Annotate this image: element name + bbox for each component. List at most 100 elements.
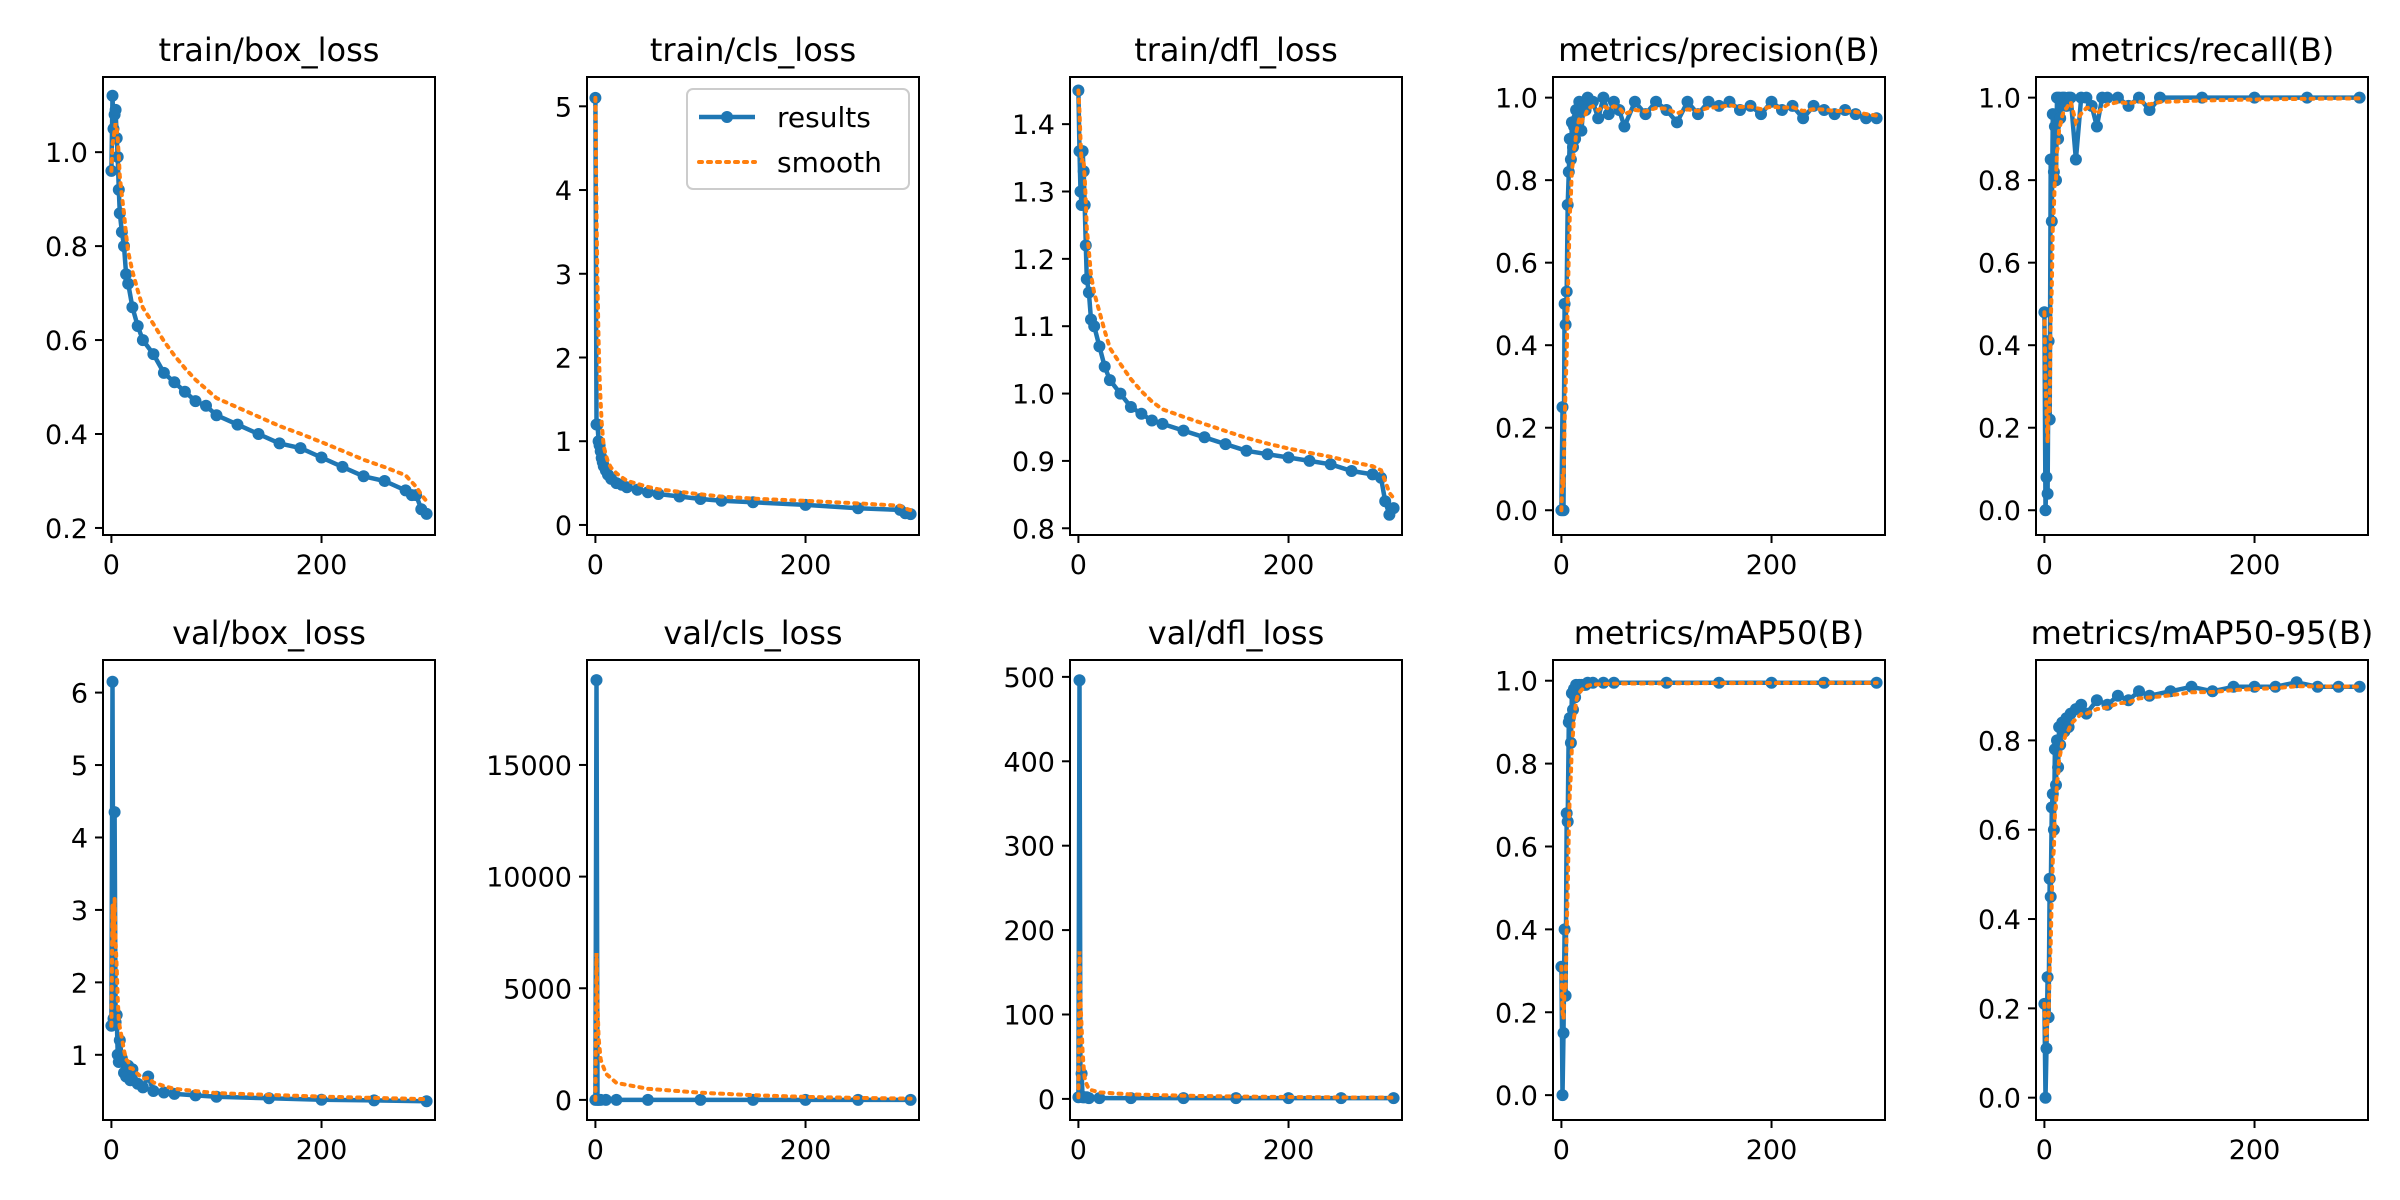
results-point	[590, 674, 603, 687]
results-point	[1219, 438, 1232, 451]
results-point	[420, 507, 433, 520]
chart-title: val/box_loss	[172, 614, 366, 652]
chart-title: val/cls_loss	[663, 614, 842, 652]
results-point	[1093, 1092, 1106, 1105]
results-point	[106, 89, 119, 102]
results-line	[1076, 678, 1394, 1101]
results-point	[378, 475, 391, 487]
chart-title: train/dfl_loss	[1134, 31, 1338, 69]
legend-results-label: results	[777, 101, 871, 134]
results-point	[1240, 444, 1253, 457]
x-tick-label: 0	[587, 550, 604, 581]
x-tick-label: 0	[103, 1135, 120, 1166]
results-point	[1198, 431, 1211, 444]
results-point	[1261, 448, 1274, 461]
plot-area	[1555, 91, 1883, 517]
chart-title: train/box_loss	[159, 31, 380, 69]
plot-area	[1555, 676, 1883, 1102]
results-point	[2090, 694, 2103, 707]
chart-title: metrics/mAP50(B)	[1574, 614, 1865, 652]
y-tick-label: 0.6	[1978, 249, 2021, 280]
results-point	[1156, 417, 1169, 430]
x-tick-label: 200	[780, 550, 832, 581]
x-tick-label: 200	[1263, 1135, 1315, 1166]
results-point	[1124, 401, 1137, 413]
smooth-line	[2042, 96, 2362, 443]
y-tick-label: 0.4	[1495, 331, 1538, 362]
y-tick-label: 0.8	[1978, 166, 2021, 197]
subplot-train-box-loss: train/box_loss 0 200 0.2 0.4 0.6 0.8 1.0	[45, 31, 436, 581]
results-point	[1177, 424, 1190, 437]
results-point	[2090, 120, 2103, 133]
y-tick-label: 1.0	[1495, 667, 1538, 698]
results-point	[273, 437, 286, 450]
y-tick-label: 0	[555, 511, 572, 542]
results-point	[1080, 273, 1093, 286]
results-line	[1559, 680, 1877, 1098]
results-point	[1335, 1092, 1348, 1105]
results-point	[1093, 340, 1106, 353]
results-point	[1618, 120, 1631, 133]
results-point	[315, 451, 328, 464]
x-tick-label: 0	[1553, 550, 1570, 581]
axes-frame	[1069, 659, 1403, 1121]
y-tick-label: 0.0	[1495, 1081, 1538, 1112]
results-point	[1303, 454, 1316, 467]
y-tick-label: 0.9	[1012, 447, 1055, 478]
results-point	[1114, 387, 1127, 400]
results-point	[1592, 112, 1605, 125]
legend-smooth-label: smooth	[777, 146, 882, 179]
results-point	[1135, 407, 1148, 420]
y-tick-label: 1.0	[1012, 380, 1055, 411]
results-point	[1650, 95, 1662, 108]
y-tick-label: 0.6	[45, 326, 88, 357]
results-point	[1628, 95, 1641, 108]
plot-area	[105, 675, 433, 1108]
plot-area	[1072, 674, 1400, 1105]
x-tick-label: 200	[1746, 550, 1798, 581]
axes-frame	[1069, 76, 1403, 536]
plot-area	[2038, 676, 2366, 1104]
axes-frame	[1552, 659, 1886, 1121]
y-tick-label: 400	[1003, 747, 1055, 778]
y-tick-label: 300	[1003, 832, 1055, 863]
results-point	[1556, 1089, 1569, 1102]
y-tick-label: 1	[71, 1041, 88, 1072]
results-point	[1282, 451, 1295, 464]
y-tick-label: 0.2	[1978, 994, 2021, 1025]
y-tick-label: 5	[71, 751, 88, 782]
subplot-val-cls-loss: val/cls_loss 0 200 0 5000 10000 15000	[486, 614, 920, 1166]
results-point	[2044, 153, 2057, 166]
y-tick-label: 0.8	[1495, 166, 1538, 197]
y-tick-label: 0.0	[1978, 1084, 2021, 1115]
x-tick-label: 200	[1746, 1135, 1798, 1166]
smooth-line	[1076, 951, 1396, 1100]
axes-frame	[2035, 76, 2369, 536]
results-line	[1076, 90, 1396, 518]
results-point	[126, 301, 139, 314]
axes-frame	[586, 76, 920, 536]
results-point	[2047, 823, 2060, 836]
results-point	[131, 320, 144, 332]
results-point	[1324, 458, 1337, 471]
subplot-train-dfl-loss: train/dfl_loss 0 200 0.8 0.9 1.0 1.1 1.2 1.3 1.4	[1012, 31, 1403, 581]
y-tick-label: 5000	[503, 974, 572, 1005]
y-tick-label: 5	[555, 92, 572, 123]
y-tick-label: 0.8	[45, 232, 88, 263]
results-point	[2052, 761, 2065, 774]
chart-title: metrics/mAP50-95(B)	[2031, 614, 2374, 652]
results-point	[1379, 495, 1392, 508]
axes-frame	[1552, 76, 1886, 536]
results-point	[1597, 91, 1610, 104]
y-tick-label: 0.6	[1495, 832, 1538, 863]
subplot-val-dfl-loss: val/dfl_loss 0 200 0 100 200 300 400 500	[1003, 614, 1403, 1166]
results-point	[108, 806, 121, 819]
y-tick-label: 0.4	[1978, 905, 2021, 936]
x-tick-label: 200	[780, 1135, 832, 1166]
y-tick-label: 15000	[486, 751, 572, 782]
plot-area	[589, 91, 917, 521]
results-point	[2154, 91, 2166, 104]
results-point	[1765, 95, 1778, 108]
results-point	[1088, 320, 1101, 333]
x-tick-label: 200	[1263, 550, 1315, 581]
